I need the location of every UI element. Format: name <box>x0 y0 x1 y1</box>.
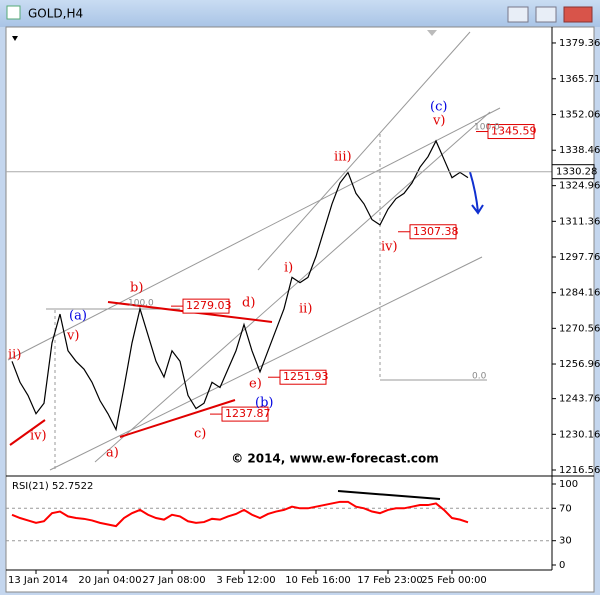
level-box <box>279 369 327 385</box>
maximize-button[interactable] <box>535 6 557 23</box>
minimize-button[interactable] <box>507 6 529 23</box>
channel-lines <box>7 31 501 471</box>
y-tick-label: 1324.96 <box>559 181 600 192</box>
y-tick-label: 1256.96 <box>559 359 600 370</box>
channel-line <box>7 107 501 361</box>
title-bar <box>0 0 600 27</box>
window-title: GOLD,H4 <box>28 7 83 21</box>
y-tick-label: 1216.56 <box>559 465 600 476</box>
divergence-line <box>337 490 441 500</box>
level-label: 1307.38 <box>413 225 459 238</box>
wave-label: (a) <box>69 309 87 324</box>
y-tick-label: 1243.76 <box>559 394 600 405</box>
fib-label: 0.0 <box>472 372 487 382</box>
x-tick-label: 25 Feb 00:00 <box>421 575 487 586</box>
price-line <box>11 500 469 528</box>
current-price-box <box>551 164 595 180</box>
channel-line <box>257 31 471 271</box>
current-price-label: 1330.28 <box>556 167 597 178</box>
x-tick-label: 17 Feb 23:00 <box>357 575 423 586</box>
window-icon <box>6 5 21 20</box>
wave-label: b) <box>130 281 143 296</box>
x-tick-label: 13 Jan 2014 <box>8 575 68 586</box>
y-tick-label: 1338.46 <box>559 145 600 156</box>
y-tick-label: 30 <box>559 536 572 547</box>
y-tick-label: 1284.16 <box>559 288 600 299</box>
x-tick-label: 27 Jan 08:00 <box>142 575 205 586</box>
wave-label: ii) <box>299 302 312 317</box>
wave-label: iii) <box>334 150 352 165</box>
wave-label: v) <box>432 114 445 129</box>
x-tick-label: 10 Feb 16:00 <box>285 575 351 586</box>
y-tick-label: 1352.06 <box>559 110 600 121</box>
wave-label: v) <box>66 329 79 344</box>
watermark: © 2014, www.ew-forecast.com <box>231 452 439 466</box>
wave-label: i) <box>284 261 293 276</box>
wave-label: (b) <box>255 396 273 411</box>
wave-label: iv) <box>30 429 47 444</box>
y-tick-label: 1270.56 <box>559 323 600 334</box>
wave-label: (c) <box>430 100 447 115</box>
level-label: 1345.59 <box>491 125 537 138</box>
trend-line <box>9 419 46 446</box>
level-box <box>487 124 535 140</box>
y-tick-label: 1365.71 <box>559 74 600 85</box>
price-line <box>11 139 469 432</box>
channel-line <box>94 111 491 463</box>
shift-marker <box>427 30 437 36</box>
y-tick-label: 1379.36 <box>559 38 600 49</box>
wave-label: d) <box>242 296 255 311</box>
level-box <box>221 406 269 422</box>
fib-label: 100.0 <box>474 123 500 133</box>
wave-label: ii) <box>8 348 21 363</box>
y-tick-label: 1311.36 <box>559 216 600 227</box>
x-tick-label: 20 Jan 04:00 <box>78 575 141 586</box>
trend-line <box>119 399 236 438</box>
wave-label: a) <box>106 446 119 461</box>
level-box <box>182 298 230 314</box>
level-label: 1251.93 <box>283 370 329 383</box>
y-tick-label: 70 <box>559 503 572 514</box>
y-tick-label: 1297.76 <box>559 252 600 263</box>
menu-marker <box>12 36 18 41</box>
y-tick-label: 1230.16 <box>559 429 600 440</box>
close-button[interactable] <box>563 6 593 23</box>
level-label: 1279.03 <box>186 299 232 312</box>
rsi-title: RSI(21) 52.7522 <box>12 481 93 492</box>
wave-label: iv) <box>381 240 398 255</box>
y-tick-label: 100 <box>559 479 578 490</box>
y-tick-label: 0 <box>559 560 565 571</box>
x-tick-label: 3 Feb 12:00 <box>216 575 275 586</box>
fib-label: 100.0 <box>128 299 154 309</box>
channel-line <box>49 256 483 471</box>
wave-label: c) <box>194 427 206 442</box>
wave-label: e) <box>249 377 262 392</box>
forecast-arrow <box>469 171 484 215</box>
level-label: 1237.87 <box>225 407 271 420</box>
level-box <box>409 224 457 240</box>
